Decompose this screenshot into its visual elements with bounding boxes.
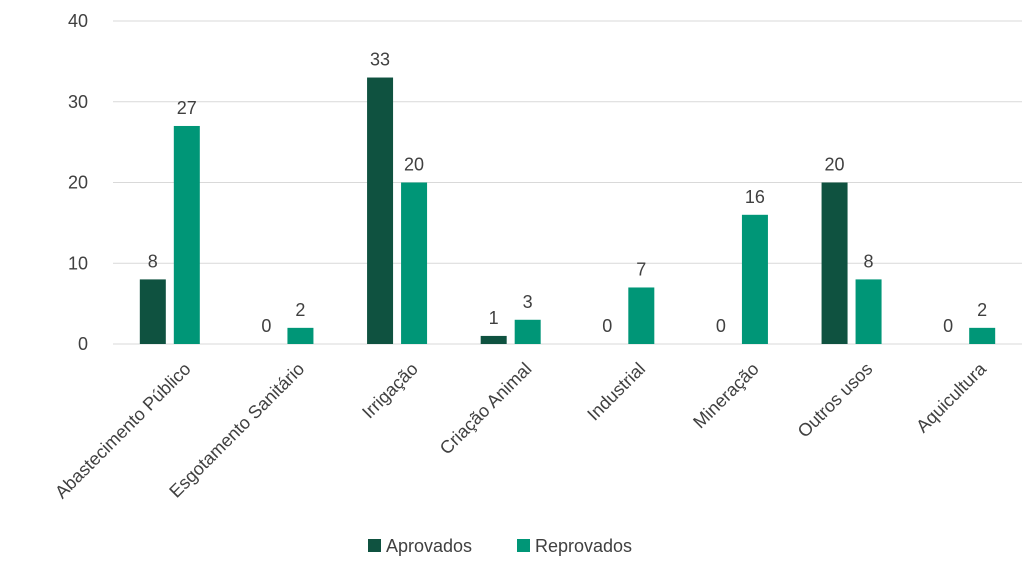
legend-label-aprovados: Aprovados <box>386 536 472 556</box>
bar-reprovados <box>628 287 655 344</box>
bar-reprovados <box>855 279 882 344</box>
data-labels: 8 27 0 2 33 20 1 3 0 7 0 16 20 8 0 2 <box>148 50 987 336</box>
data-label: 16 <box>745 187 765 207</box>
bar-aprovados <box>480 335 507 344</box>
data-label: 33 <box>370 50 390 70</box>
data-label: 0 <box>261 316 271 336</box>
data-label: 1 <box>489 308 499 328</box>
data-label: 8 <box>148 251 158 271</box>
data-label: 8 <box>864 251 874 271</box>
legend-swatch-reprovados <box>517 539 530 552</box>
data-label: 0 <box>943 316 953 336</box>
legend: Aprovados Reprovados <box>368 536 632 556</box>
bar-aprovados <box>367 77 394 345</box>
bar-reprovados <box>969 327 996 344</box>
x-category-label: Mineração <box>689 359 763 433</box>
data-label: 0 <box>716 316 726 336</box>
data-label: 20 <box>404 155 424 175</box>
x-category-label: Industrial <box>583 359 649 425</box>
data-label: 7 <box>636 259 646 279</box>
data-label: 0 <box>602 316 612 336</box>
bar-reprovados <box>401 182 428 344</box>
bar-aprovados <box>139 279 166 344</box>
y-tick-label: 30 <box>68 92 88 112</box>
x-category-label: Outros usos <box>794 359 877 442</box>
data-label: 20 <box>825 155 845 175</box>
bar-reprovados <box>514 319 541 344</box>
bar-reprovados <box>173 125 200 344</box>
bar-reprovados <box>741 214 768 344</box>
data-label: 2 <box>977 300 987 320</box>
legend-swatch-aprovados <box>368 539 381 552</box>
y-tick-label: 0 <box>78 334 88 354</box>
legend-label-reprovados: Reprovados <box>535 536 632 556</box>
y-tick-label: 40 <box>68 11 88 31</box>
bar-reprovados <box>287 327 314 344</box>
bar-aprovados <box>821 182 848 344</box>
x-category-label: Irrigação <box>358 359 422 423</box>
y-tick-label: 10 <box>68 253 88 273</box>
x-category-label: Criação Animal <box>436 359 536 459</box>
gridlines <box>113 20 1022 345</box>
x-category-label: Aquicultura <box>912 358 991 437</box>
bars <box>139 77 996 345</box>
data-label: 27 <box>177 98 197 118</box>
y-tick-label: 20 <box>68 173 88 193</box>
data-label: 3 <box>523 292 533 312</box>
y-axis-ticks: 0 10 20 30 40 <box>68 11 88 354</box>
data-label: 2 <box>295 300 305 320</box>
